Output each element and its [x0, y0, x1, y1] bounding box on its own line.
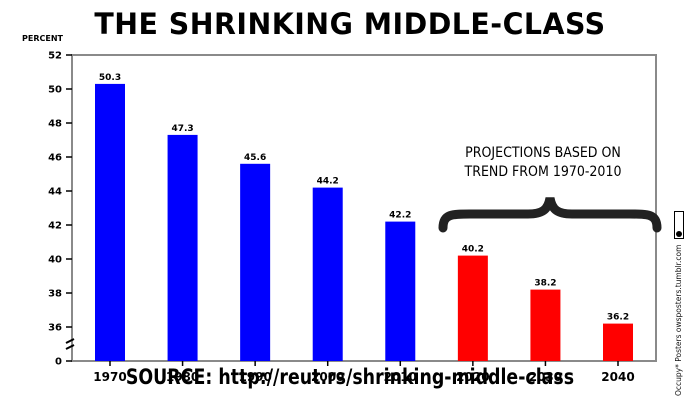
y-tick-label: 38: [48, 289, 62, 300]
x-tick-label: 1970: [93, 370, 126, 384]
bar-2010: [385, 221, 416, 361]
bars: [95, 83, 633, 362]
y-axis-label: PERCENT: [22, 34, 63, 43]
bar-2000: [312, 187, 343, 361]
x-tick-label: 2040: [601, 370, 634, 384]
annotation-line-1: PROJECTIONS BASED ON: [465, 145, 621, 161]
axis-break-icon: [65, 338, 75, 350]
bar-value-label: 47.3: [171, 124, 193, 134]
bar-2030: [530, 289, 561, 361]
y-tick-label: 40: [48, 255, 62, 266]
credit-text: Occupy* Posters owsposters.tumblr.com: [674, 196, 684, 396]
y-tick-label: 44: [48, 187, 62, 198]
bar-value-label: 50.3: [99, 73, 121, 83]
plot-frame: [71, 54, 657, 362]
x-tick-label: 2030: [529, 370, 562, 384]
bar-value-label: 42.2: [389, 211, 411, 221]
bar-value-label: 44.2: [317, 177, 339, 187]
bar-2020: [457, 255, 488, 361]
bar-value-label: 40.2: [462, 245, 484, 255]
source-note: SOURCE: http://reut.rs/shrinking-middle-…: [125, 365, 575, 389]
creative-commons-icon: [674, 210, 684, 239]
y-tick-label: 50: [48, 85, 62, 96]
bar-value-label: 45.6: [244, 153, 266, 163]
curly-brace-icon: [438, 197, 662, 233]
bar-1970: [95, 83, 125, 362]
bar-1990: [240, 163, 271, 361]
y-tick-label: 36: [48, 323, 62, 334]
chart-title: THE SHRINKING MIDDLE-CLASS: [94, 7, 606, 41]
y-tick-label: 48: [48, 119, 62, 130]
x-tick-label: 1990: [238, 370, 271, 384]
y-tick-label: 52: [48, 51, 62, 62]
y-tick-label: 0: [55, 357, 62, 368]
annotation-line-2: TREND FROM 1970-2010: [464, 164, 622, 180]
bar-value-label: 38.2: [534, 279, 556, 289]
bar-value-label: 36.2: [607, 313, 629, 323]
bar-2040: [603, 323, 633, 361]
credit-label: Occupy* Posters owsposters.tumblr.com: [674, 244, 683, 396]
x-tick-label: 2010: [384, 370, 417, 384]
bar-labels: 50.3 47.3 45.6 44.2 42.2 40.2 38.2 36.2: [99, 73, 629, 323]
x-tick-label: 2020: [456, 370, 489, 384]
y-tick-label: 46: [48, 153, 62, 164]
bar-1980: [167, 134, 198, 361]
x-tick-label: 2000: [311, 370, 344, 384]
x-axis-ticks: 1970 1980 1990 2000 2010 2020 2030 2040: [93, 361, 635, 384]
y-tick-label: 42: [48, 221, 62, 232]
x-tick-label: 1980: [166, 370, 199, 384]
y-axis-ticks: 0 36 38 40 42 44 46 48 50 52: [48, 51, 72, 368]
